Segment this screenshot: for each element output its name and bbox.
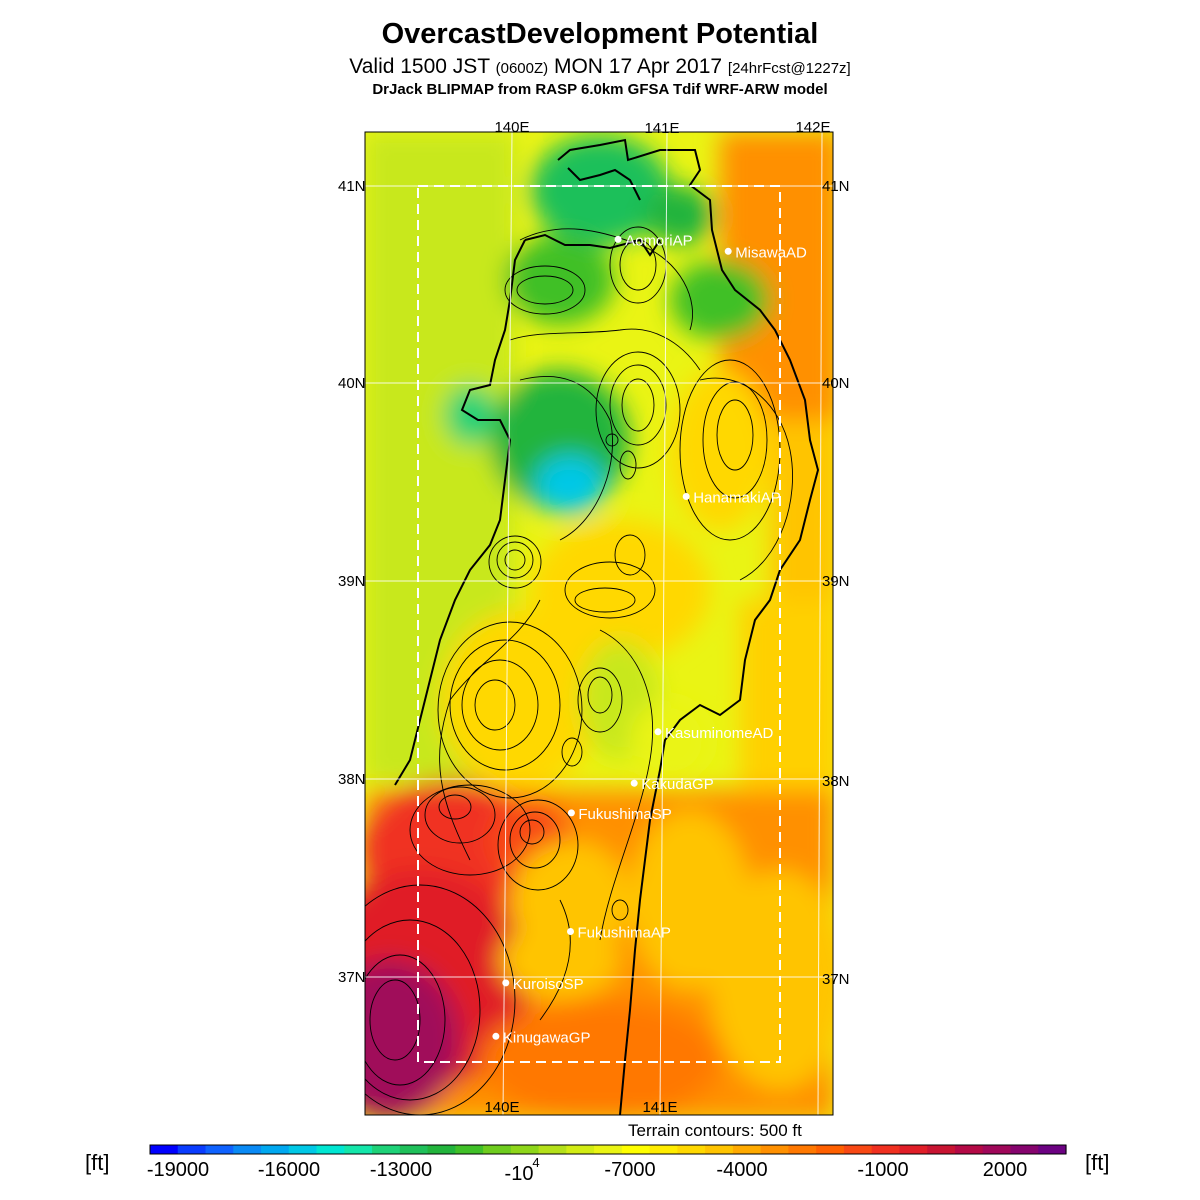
map-title: OvercastDevelopment Potential — [381, 18, 819, 50]
colorbar-cell — [399, 1145, 429, 1154]
lat-label-right: 40N — [822, 375, 850, 392]
colorbar-tick-label: -10 — [505, 1163, 534, 1185]
station-dot — [614, 235, 622, 243]
colorbar-tick-label: -7000 — [604, 1159, 655, 1181]
station-label: KasuminomeAD — [665, 725, 774, 742]
colorbar-cell — [233, 1145, 262, 1154]
colorbar-cell — [261, 1145, 290, 1154]
lat-label-right: 38N — [822, 773, 850, 790]
colorbar-cell — [288, 1145, 318, 1154]
station-dot — [654, 728, 662, 736]
terrain-contour-note: Terrain contours: 500 ft — [628, 1121, 802, 1140]
colorbar-tick-label: -19000 — [147, 1159, 209, 1181]
lat-label-right: 39N — [822, 573, 850, 590]
colorbar-cell — [705, 1145, 734, 1154]
colorbar-cell — [649, 1145, 678, 1154]
colorbar-cell — [899, 1145, 928, 1154]
station-dot — [724, 247, 732, 255]
station-label: FukushimaAP — [578, 925, 671, 942]
lat-label-left: 37N — [338, 969, 366, 986]
colorbar-cell — [594, 1145, 623, 1154]
colorbar-cell — [871, 1145, 901, 1154]
colorbar-cell — [372, 1145, 401, 1154]
colorbar-tick-label: -13000 — [370, 1159, 432, 1181]
colorbar-unit-right: [ft] — [1085, 1150, 1110, 1175]
colorbar-unit-left: [ft] — [85, 1150, 110, 1175]
colorbar-cell — [455, 1145, 484, 1154]
lon-label-bottom: 141E — [642, 1099, 677, 1116]
colorbar-cell — [483, 1145, 512, 1154]
colorbar-cell — [677, 1145, 706, 1154]
colorbar-cell — [316, 1145, 345, 1154]
colorbar-tick-label: -4000 — [716, 1159, 767, 1181]
colorbar-cell — [982, 1145, 1012, 1154]
forecast-info: [24hrFcst@1227z] — [727, 60, 851, 77]
station-dot — [567, 809, 575, 817]
colorbar-cell — [1010, 1145, 1039, 1154]
station-label: KinugawaGP — [503, 1029, 591, 1046]
station-markers: AomoriAP MisawaAD HanamakiAP KasuminomeAD Ka… — [492, 232, 807, 1046]
colorbar-cell — [760, 1145, 790, 1154]
valid-prefix: Valid 1500 JST — [349, 55, 490, 78]
lat-label-left: 40N — [338, 375, 366, 392]
colorbar-tick-exponent: 4 — [532, 1155, 539, 1170]
station-label: FukushimaSP — [578, 806, 671, 823]
colorbar-cell — [150, 1145, 179, 1154]
lon-label-bottom: 140E — [484, 1099, 519, 1116]
colorbar-cell — [510, 1145, 540, 1154]
station-dot — [567, 928, 574, 935]
colorbar-tick-label: 2000 — [983, 1159, 1028, 1181]
station-dot — [502, 979, 510, 987]
colorbar-cell — [427, 1145, 456, 1154]
colorbar-cell — [732, 1145, 762, 1154]
colorbar-cell — [788, 1145, 817, 1154]
lat-label-left: 39N — [338, 573, 366, 590]
model-description: DrJack BLIPMAP from RASP 6.0km GFSA Tdif… — [372, 81, 828, 98]
colorbar-cell — [927, 1145, 956, 1154]
colorbar-cell — [344, 1145, 373, 1154]
lon-label-top: 140E — [494, 119, 529, 136]
station-dot — [682, 493, 690, 500]
colorbar-cell — [816, 1145, 845, 1154]
colorbar-cell — [566, 1145, 595, 1154]
colorbar-cell — [843, 1145, 873, 1154]
station-label: MisawaAD — [735, 244, 807, 261]
valid-date: MON 17 Apr 2017 — [553, 55, 723, 78]
station-label: HanamakiAP — [693, 490, 781, 507]
lon-label-top: 142E — [795, 119, 830, 136]
colorbar-frame — [149, 1144, 1067, 1155]
station-label: KakudaGP — [641, 776, 714, 793]
valid-time: Valid 1500 JST (0600Z) MON 17 Apr 2017 [… — [0, 55, 1200, 79]
station-label: AomoriAP — [625, 232, 693, 249]
colorbar-cell — [954, 1145, 984, 1154]
station-dot — [492, 1032, 500, 1040]
map-frame — [364, 131, 834, 1116]
lat-label-left: 41N — [338, 178, 366, 195]
colorbar-cell — [205, 1145, 234, 1154]
station-label: KuroisoSP — [513, 976, 584, 993]
lat-label-right: 41N — [822, 178, 850, 195]
lon-label-top: 141E — [644, 120, 679, 137]
colorbar-cell — [538, 1145, 567, 1154]
graticule — [365, 131, 833, 1116]
colorbar-cell — [621, 1145, 651, 1154]
colorbar-cell — [177, 1145, 207, 1154]
valid-utc: (0600Z) — [495, 60, 549, 77]
colorbar-tick-label: -16000 — [258, 1159, 320, 1181]
coastline — [394, 138, 820, 1115]
station-dot — [630, 779, 638, 787]
colorbar-cell — [1038, 1145, 1067, 1154]
lat-label-right: 37N — [822, 971, 850, 988]
inner-domain-box — [417, 185, 781, 1063]
lat-label-left: 38N — [338, 771, 366, 788]
colorbar-tick-label: -1000 — [857, 1159, 908, 1181]
